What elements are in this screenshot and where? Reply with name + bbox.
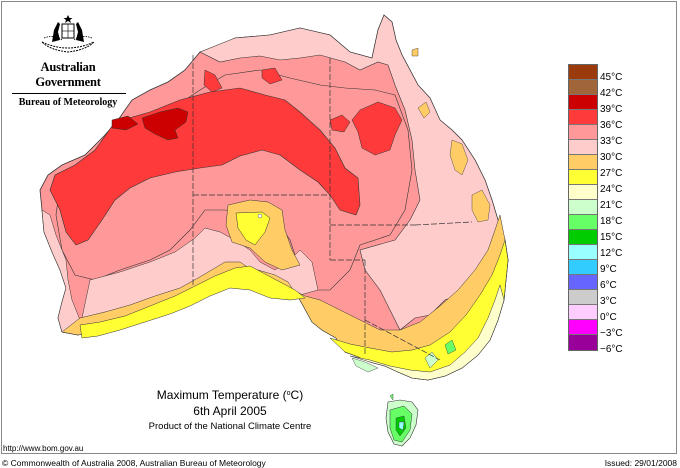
map-title: Maximum Temperature (oC)	[156, 388, 304, 402]
legend-label: 6°C	[600, 280, 617, 291]
zone-42c	[141, 107, 189, 141]
legend-label: 12°C	[600, 248, 623, 259]
legend-label: 27°C	[600, 168, 623, 179]
legend-label: −3°C	[600, 328, 623, 339]
legend-swatch	[569, 125, 597, 140]
legend-swatch	[569, 110, 597, 125]
issued-date: Issued: 29/01/2008	[604, 458, 677, 468]
coat-of-arms-icon	[41, 15, 95, 53]
legend-label: 30°C	[600, 152, 623, 163]
legend-swatch	[569, 230, 597, 245]
legend-label: 21°C	[600, 200, 623, 211]
legend-label: 45°C	[600, 72, 623, 83]
bom-url-link[interactable]: http://www.bom.gov.au	[3, 444, 84, 453]
legend-label: −6°C	[600, 344, 623, 355]
legend-swatch	[569, 275, 597, 290]
legend-swatch	[569, 215, 597, 230]
legend-swatch	[569, 80, 597, 95]
legend-swatch	[569, 290, 597, 305]
legend-label: 33°C	[600, 136, 623, 147]
legend-label: 36°C	[600, 120, 623, 131]
tasmania	[385, 393, 419, 447]
product-credit: Product of the National Climate Centre	[148, 421, 312, 432]
legend-label: 39°C	[600, 104, 623, 115]
map-title-block: Maximum Temperature (oC) 6th April 2005 …	[128, 386, 332, 433]
legend-swatch	[569, 95, 597, 110]
legend-label: 24°C	[600, 184, 623, 195]
bureau-name: Bureau of Meteorology	[18, 97, 118, 108]
logo-divider	[12, 93, 126, 94]
legend-swatch	[569, 245, 597, 260]
legend-swatch	[569, 65, 597, 80]
legend-swatch	[569, 305, 597, 320]
legend-swatch	[569, 260, 597, 275]
legend-swatch	[569, 170, 597, 185]
legend-label: 15°C	[600, 232, 623, 243]
bom-logo: Australian Government Bureau of Meteorol…	[10, 12, 126, 108]
legend-swatch	[569, 155, 597, 170]
legend-label: 18°C	[600, 216, 623, 227]
legend-label: 0°C	[600, 312, 617, 323]
legend-label: 3°C	[600, 296, 617, 307]
legend-swatch	[569, 200, 597, 215]
copyright-notice: © Commonwealth of Australia 2008, Austra…	[2, 458, 266, 468]
legend-label: 42°C	[600, 88, 623, 99]
legend-swatch	[569, 185, 597, 200]
legend-swatch	[569, 140, 597, 155]
legend-swatch	[569, 320, 597, 335]
map-date: 6th April 2005	[193, 404, 267, 418]
legend-label: 9°C	[600, 264, 617, 275]
legend-swatches	[568, 64, 598, 351]
legend-swatch	[569, 335, 597, 350]
zone-27c-central	[235, 211, 271, 246]
government-name: Australian Government	[35, 60, 101, 89]
